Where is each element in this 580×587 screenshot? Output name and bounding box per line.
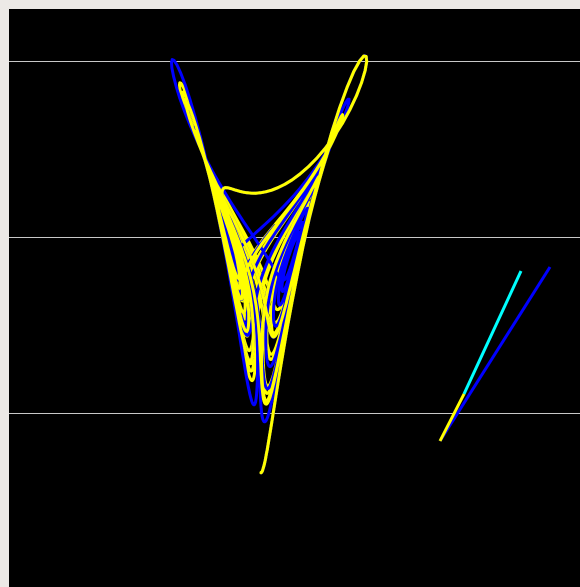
attractor-canvas	[9, 9, 580, 587]
trajectory-primary-inner	[184, 54, 369, 475]
attractor-traces	[170, 54, 552, 475]
attractor-plot	[9, 54, 580, 475]
transient-secondary	[438, 266, 552, 442]
transient-tertiary	[462, 270, 523, 395]
transient-primary	[438, 393, 466, 442]
